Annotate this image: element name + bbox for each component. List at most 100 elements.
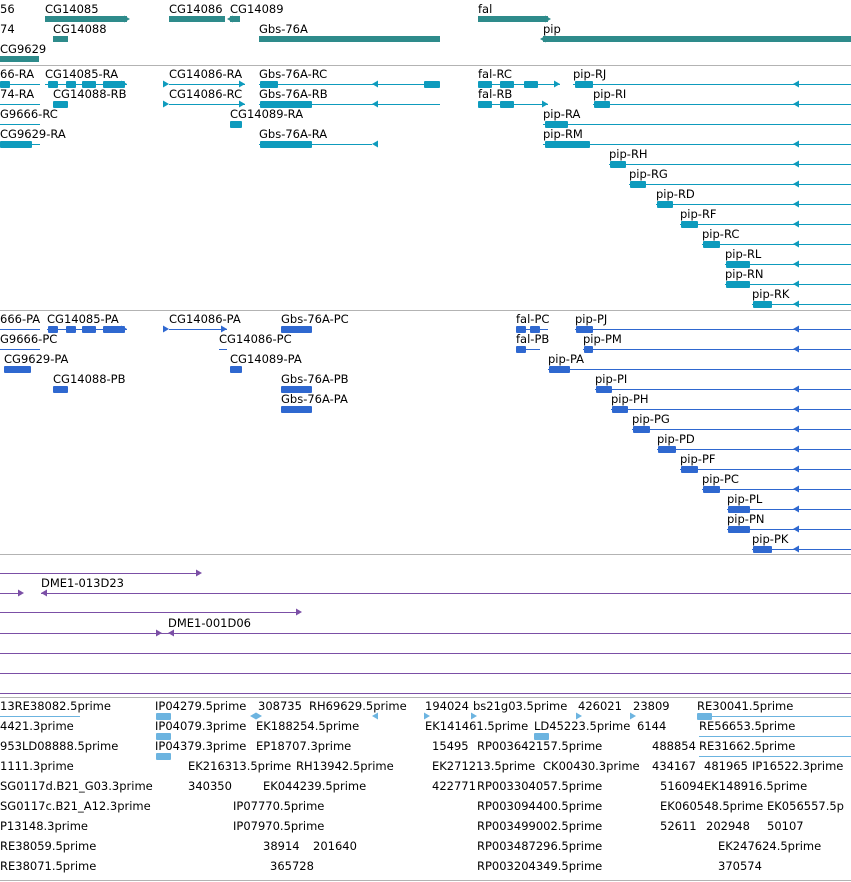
strand-arrow[interactable] [196,569,202,577]
feature-label[interactable]: RP003304057.5prime [477,779,603,793]
gene-bar[interactable] [259,36,440,42]
exon-block[interactable] [500,101,514,108]
feature-label[interactable]: pip-PN [727,512,765,526]
feature-label[interactable]: CG14086 [169,2,223,16]
strand-arrow[interactable] [163,100,169,108]
exon-block[interactable] [53,386,68,393]
exon-block[interactable] [260,141,312,148]
feature-label[interactable]: IP07770.5prime [233,799,325,813]
strand-arrow[interactable] [121,325,127,333]
feature-label[interactable]: 50107 [767,819,804,833]
strand-arrow[interactable] [793,445,799,453]
exon-block[interactable] [596,386,612,393]
exon-block[interactable] [612,406,628,413]
exon-block[interactable] [534,733,549,740]
exon-block[interactable] [549,366,570,373]
feature-label[interactable]: 4421.3prime [0,719,74,733]
exon-block[interactable] [681,221,698,228]
feature-label[interactable]: RP003487296.5prime [477,839,603,853]
strand-arrow[interactable] [793,385,799,393]
feature-label[interactable]: pip-RG [629,167,668,181]
exon-block[interactable] [66,326,76,333]
feature-label[interactable]: RE30041.5prime [697,699,794,713]
strand-arrow[interactable] [793,425,799,433]
strand-arrow[interactable] [793,160,799,168]
exon-block[interactable] [657,201,673,208]
strand-arrow[interactable] [793,505,799,513]
feature-label[interactable]: 23809 [633,699,670,713]
feature-label[interactable]: 15495 [432,739,469,753]
feature-label[interactable]: 308735 [258,699,302,713]
exon-block[interactable] [500,81,514,88]
feature-label[interactable]: 481965 [704,759,748,773]
exon-block[interactable] [53,101,68,108]
feature-label[interactable]: pip-PF [680,452,716,466]
gene-bar[interactable] [543,36,851,42]
exon-block[interactable] [703,486,720,493]
feature-label[interactable]: IP04079.3prime [155,719,247,733]
feature-label[interactable]: IP04379.3prime [155,739,247,753]
exon-block[interactable] [478,81,492,88]
feature-label[interactable]: CG14089-RA [230,107,304,121]
feature-label[interactable]: RP003499002.5prime [477,819,603,833]
strand-arrow[interactable] [793,220,799,228]
feature-label[interactable]: EK044239.5prime [263,779,367,793]
strand-arrow[interactable] [793,465,799,473]
feature-label[interactable]: pip-PI [595,372,628,386]
feature-label[interactable]: RP003204349.5prime [477,859,603,873]
exon-block[interactable] [478,101,492,108]
feature-label[interactable]: CG14089 [230,2,284,16]
strand-arrow[interactable] [239,80,245,88]
feature-label[interactable]: pip [543,22,561,36]
exon-block[interactable] [753,301,772,308]
exon-block[interactable] [576,326,593,333]
exon-block[interactable] [545,121,568,128]
strand-arrow[interactable] [424,712,430,720]
strand-arrow[interactable] [630,712,636,720]
feature-label[interactable]: CG14086-PA [169,312,241,326]
feature-label[interactable]: 74 [0,22,15,36]
exon-block[interactable] [424,81,440,88]
strand-arrow[interactable] [121,80,127,88]
strand-arrow[interactable] [793,525,799,533]
feature-label[interactable]: Gbs-76A-PA [281,392,348,406]
strand-arrow[interactable] [41,589,47,597]
feature-label[interactable]: pip-RK [752,287,790,301]
feature-label[interactable]: bs21g03.5prime [473,699,568,713]
feature-label[interactable]: RH13942.5prime [296,759,394,773]
feature-label[interactable]: EK271213.5prime [432,759,536,773]
feature-label[interactable]: pip-RD [656,187,695,201]
feature-label[interactable]: pip-RF [680,207,717,221]
feature-label[interactable]: pip-PL [727,492,763,506]
strand-arrow[interactable] [227,15,233,23]
feature-label[interactable]: fal-RB [478,87,513,101]
exon-block[interactable] [230,366,242,373]
exon-block[interactable] [156,733,171,740]
exon-block[interactable] [545,141,590,148]
exon-block[interactable] [753,546,772,553]
feature-label[interactable]: CG14085 [45,2,99,16]
strand-arrow[interactable] [545,15,551,23]
exon-block[interactable] [610,161,626,168]
strand-arrow[interactable] [793,80,799,88]
feature-label[interactable]: Gbs-76A-PC [281,312,349,326]
exon-block[interactable] [516,346,526,353]
feature-label[interactable]: G9666-RC [0,107,58,121]
strand-arrow[interactable] [793,345,799,353]
strand-arrow[interactable] [576,712,582,720]
feature-label[interactable]: pip-RJ [573,67,607,81]
strand-arrow[interactable] [168,629,174,637]
strand-arrow[interactable] [163,325,169,333]
feature-label[interactable]: CG9629 [0,42,47,56]
exon-block[interactable] [103,326,125,333]
feature-label[interactable]: 194024 [425,699,469,713]
feature-label[interactable]: 666-PA [0,312,41,326]
feature-label[interactable]: CG14088-RB [53,87,127,101]
exon-block[interactable] [584,346,593,353]
feature-label[interactable]: Gbs-76A-RC [259,67,328,81]
exon-block[interactable] [530,326,540,333]
exon-block[interactable] [0,81,10,88]
feature-label[interactable]: 434167 [652,759,696,773]
